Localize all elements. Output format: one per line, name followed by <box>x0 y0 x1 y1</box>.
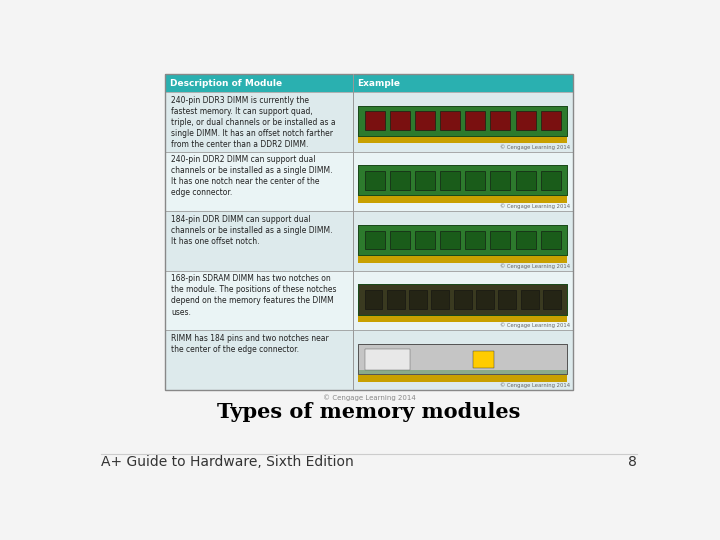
FancyBboxPatch shape <box>390 171 410 190</box>
FancyBboxPatch shape <box>541 231 561 249</box>
FancyBboxPatch shape <box>465 171 485 190</box>
Text: 240-pin DDR2 DIMM can support dual
channels or be installed as a single DIMM.
It: 240-pin DDR2 DIMM can support dual chann… <box>171 155 333 198</box>
FancyBboxPatch shape <box>166 74 572 92</box>
FancyBboxPatch shape <box>364 231 384 249</box>
Text: 240-pin DDR3 DIMM is currently the
fastest memory. It can support quad,
triple, : 240-pin DDR3 DIMM is currently the faste… <box>171 96 336 149</box>
FancyBboxPatch shape <box>353 152 572 211</box>
Text: © Cengage Learning 2014: © Cengage Learning 2014 <box>323 395 415 401</box>
FancyBboxPatch shape <box>364 290 382 309</box>
Text: Description of Module: Description of Module <box>170 79 282 87</box>
FancyBboxPatch shape <box>440 231 460 249</box>
FancyBboxPatch shape <box>490 171 510 190</box>
Text: © Cengage Learning 2014: © Cengage Learning 2014 <box>500 144 570 150</box>
FancyBboxPatch shape <box>166 271 353 330</box>
Text: 8: 8 <box>628 455 637 469</box>
Text: © Cengage Learning 2014: © Cengage Learning 2014 <box>500 263 570 269</box>
FancyBboxPatch shape <box>166 211 353 271</box>
Text: © Cengage Learning 2014: © Cengage Learning 2014 <box>500 382 570 388</box>
FancyBboxPatch shape <box>364 111 384 130</box>
FancyBboxPatch shape <box>409 290 427 309</box>
Text: Example: Example <box>357 79 400 87</box>
FancyBboxPatch shape <box>516 231 536 249</box>
FancyBboxPatch shape <box>353 330 572 390</box>
Text: © Cengage Learning 2014: © Cengage Learning 2014 <box>500 204 570 210</box>
FancyBboxPatch shape <box>516 171 536 190</box>
FancyBboxPatch shape <box>440 111 460 130</box>
Text: © Cengage Learning 2014: © Cengage Learning 2014 <box>500 323 570 328</box>
FancyBboxPatch shape <box>473 350 494 368</box>
FancyBboxPatch shape <box>353 92 572 152</box>
FancyBboxPatch shape <box>516 111 536 130</box>
FancyBboxPatch shape <box>166 152 353 211</box>
FancyBboxPatch shape <box>359 370 567 374</box>
FancyBboxPatch shape <box>541 111 561 130</box>
FancyBboxPatch shape <box>359 225 567 255</box>
FancyBboxPatch shape <box>359 165 567 195</box>
FancyBboxPatch shape <box>359 374 567 382</box>
FancyBboxPatch shape <box>415 231 435 249</box>
FancyBboxPatch shape <box>166 74 572 390</box>
FancyBboxPatch shape <box>353 271 572 330</box>
FancyBboxPatch shape <box>359 106 567 136</box>
FancyBboxPatch shape <box>415 111 435 130</box>
FancyBboxPatch shape <box>476 290 494 309</box>
FancyBboxPatch shape <box>490 231 510 249</box>
FancyBboxPatch shape <box>431 290 449 309</box>
FancyBboxPatch shape <box>359 314 567 322</box>
FancyBboxPatch shape <box>454 290 472 309</box>
FancyBboxPatch shape <box>166 92 353 152</box>
FancyBboxPatch shape <box>359 136 567 144</box>
FancyBboxPatch shape <box>498 290 516 309</box>
FancyBboxPatch shape <box>364 171 384 190</box>
FancyBboxPatch shape <box>387 290 405 309</box>
Text: A+ Guide to Hardware, Sixth Edition: A+ Guide to Hardware, Sixth Edition <box>101 455 354 469</box>
FancyBboxPatch shape <box>359 285 567 314</box>
Text: Types of memory modules: Types of memory modules <box>217 402 521 422</box>
FancyBboxPatch shape <box>359 195 567 203</box>
FancyBboxPatch shape <box>440 171 460 190</box>
FancyBboxPatch shape <box>490 111 510 130</box>
Text: 184-pin DDR DIMM can support dual
channels or be installed as a single DIMM.
It : 184-pin DDR DIMM can support dual channe… <box>171 215 333 246</box>
FancyBboxPatch shape <box>364 349 410 369</box>
FancyBboxPatch shape <box>415 171 435 190</box>
Text: RIMM has 184 pins and two notches near
the center of the edge connector.: RIMM has 184 pins and two notches near t… <box>171 334 328 354</box>
FancyBboxPatch shape <box>541 171 561 190</box>
FancyBboxPatch shape <box>166 330 353 390</box>
FancyBboxPatch shape <box>543 290 561 309</box>
FancyBboxPatch shape <box>353 211 572 271</box>
FancyBboxPatch shape <box>465 231 485 249</box>
FancyBboxPatch shape <box>359 255 567 262</box>
FancyBboxPatch shape <box>521 290 539 309</box>
FancyBboxPatch shape <box>390 111 410 130</box>
Text: 168-pin SDRAM DIMM has two notches on
the module. The positions of these notches: 168-pin SDRAM DIMM has two notches on th… <box>171 274 336 316</box>
FancyBboxPatch shape <box>359 344 567 374</box>
FancyBboxPatch shape <box>465 111 485 130</box>
FancyBboxPatch shape <box>390 231 410 249</box>
